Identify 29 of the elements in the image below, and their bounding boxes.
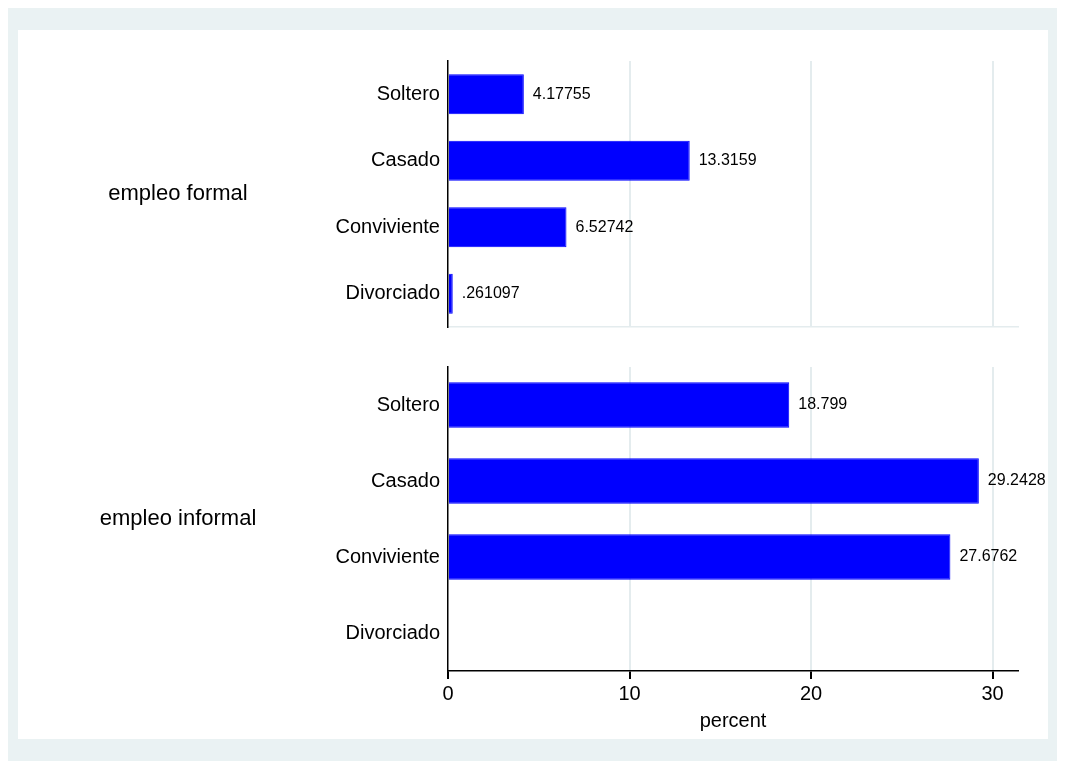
data-label: 6.52742 <box>575 217 634 235</box>
y-tick-label: Conviviente <box>335 214 440 237</box>
data-label: 4.17755 <box>532 84 591 102</box>
data-label: 18.799 <box>798 395 848 413</box>
y-tick-label: Soltero <box>376 81 440 104</box>
bar <box>449 534 951 580</box>
x-axis-title: percent <box>699 708 767 731</box>
y-tick-label: Casado <box>371 148 440 171</box>
x-tick-label: 0 <box>442 681 454 704</box>
bar <box>449 140 690 181</box>
y-tick-label: Conviviente <box>335 544 440 567</box>
x-tick-label: 20 <box>799 681 823 704</box>
bar <box>449 273 453 314</box>
y-axis-title: empleo formal <box>108 180 248 206</box>
data-label: .261097 <box>461 284 520 302</box>
bar <box>449 382 790 428</box>
x-tick-label: 10 <box>618 681 641 704</box>
data-label: 27.6762 <box>959 547 1018 565</box>
y-tick-label: Divorciado <box>345 620 440 643</box>
bar <box>449 74 524 115</box>
bar <box>449 207 567 248</box>
bar <box>449 458 979 504</box>
y-tick-label: Divorciado <box>345 281 440 304</box>
y-axis-title: empleo informal <box>99 505 257 531</box>
x-tick-label: 30 <box>981 681 1004 704</box>
data-label: 29.2428 <box>987 471 1046 489</box>
y-tick-label: Casado <box>371 468 440 491</box>
data-label: 13.3159 <box>698 151 757 169</box>
y-tick-label: Soltero <box>376 392 440 415</box>
